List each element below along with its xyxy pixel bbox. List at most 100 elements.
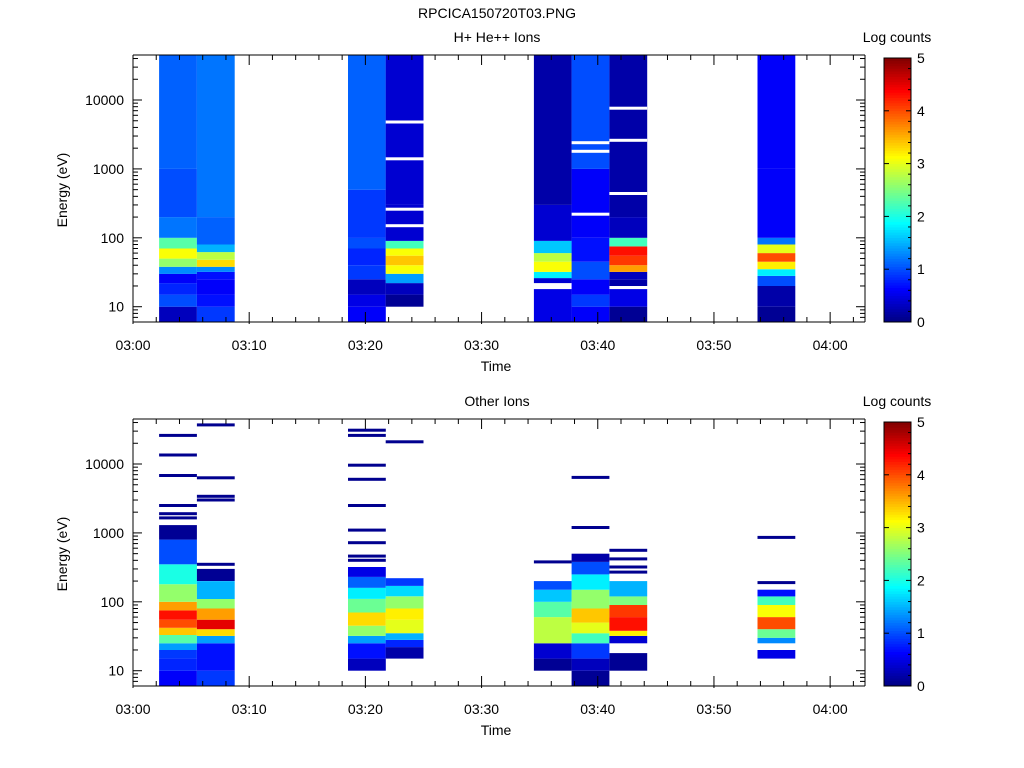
colorbar-swatch bbox=[884, 160, 911, 164]
spectrogram-cell bbox=[196, 252, 235, 260]
colorbar-swatch bbox=[884, 522, 911, 526]
colorbar-swatch bbox=[884, 633, 911, 637]
colorbar-swatch bbox=[884, 588, 911, 592]
colorbar-frame bbox=[883, 421, 912, 687]
colorbar-swatch bbox=[884, 577, 911, 581]
colorbar-swatch bbox=[884, 630, 911, 634]
colorbar-swatch bbox=[884, 638, 911, 642]
spectrogram-cell bbox=[348, 306, 386, 322]
sparse-count-line bbox=[348, 554, 386, 558]
colorbar-swatch bbox=[884, 211, 911, 215]
colorbar-swatch bbox=[884, 263, 911, 267]
colorbar-swatch bbox=[884, 538, 911, 542]
colorbar-swatch bbox=[884, 319, 911, 323]
spectrogram-cell bbox=[757, 237, 796, 245]
spectrogram-cell bbox=[159, 619, 197, 628]
spectrogram-cell bbox=[385, 241, 424, 249]
colorbar-swatch bbox=[884, 58, 911, 62]
spectrogram-cell bbox=[159, 643, 197, 650]
colorbar-swatch bbox=[884, 517, 911, 521]
colorbar-swatch bbox=[884, 277, 911, 281]
colorbar-swatch bbox=[884, 250, 911, 254]
colorbar-swatch bbox=[884, 190, 911, 194]
colorbar-swatch bbox=[884, 134, 911, 138]
sparse-count-line bbox=[348, 558, 386, 562]
colorbar-swatch bbox=[884, 306, 911, 310]
colorbar-tick-label: 5 bbox=[917, 414, 925, 430]
colorbar-tick-label: 4 bbox=[917, 467, 925, 483]
spectrogram-cell bbox=[533, 253, 572, 262]
colorbar-swatch bbox=[884, 530, 911, 534]
colorbar-swatch bbox=[884, 495, 911, 499]
colorbar-swatch bbox=[884, 279, 911, 283]
spectrogram-cell bbox=[196, 271, 235, 280]
colorbar-swatch bbox=[884, 527, 911, 531]
colorbar-swatch bbox=[884, 567, 911, 571]
colorbar-swatch bbox=[884, 147, 911, 151]
colorbar-swatch bbox=[884, 295, 911, 299]
colorbar-swatch bbox=[884, 176, 911, 180]
spectrogram-cell bbox=[159, 658, 197, 671]
spectrogram-cell bbox=[348, 612, 386, 626]
spectrogram-cell bbox=[385, 248, 424, 256]
spectrogram-cell bbox=[196, 279, 235, 295]
spectrogram-cell bbox=[609, 617, 648, 631]
colorbar-swatch bbox=[884, 656, 911, 660]
spectrogram-cell bbox=[196, 306, 235, 322]
spectrogram-cell bbox=[348, 587, 386, 599]
colorbar-swatch bbox=[884, 519, 911, 523]
colorbar-swatch bbox=[884, 514, 911, 518]
colorbar-swatch bbox=[884, 585, 911, 589]
spectrogram-cell bbox=[757, 55, 796, 169]
spectrogram-cell bbox=[757, 629, 796, 638]
colorbar-swatch bbox=[884, 287, 911, 291]
colorbar-tick-label: 3 bbox=[917, 156, 925, 172]
colorbar-swatch bbox=[884, 546, 911, 550]
spectrogram-cell bbox=[757, 269, 796, 276]
spectrogram-cell bbox=[757, 589, 796, 597]
spectrogram-cell bbox=[533, 204, 572, 241]
colorbar-swatch bbox=[884, 245, 911, 249]
spectrogram-cell bbox=[159, 168, 197, 218]
spectrogram-cell bbox=[385, 639, 424, 648]
colorbar-swatch bbox=[884, 651, 911, 655]
colorbar-swatch bbox=[884, 308, 911, 312]
x-tick-label: 03:10 bbox=[232, 701, 267, 717]
x-tick-label: 03:00 bbox=[115, 701, 150, 717]
sparse-count-line bbox=[609, 570, 648, 574]
spectrogram-cell bbox=[571, 574, 610, 590]
spectrogram-cell bbox=[609, 306, 648, 322]
colorbar-swatch bbox=[884, 234, 911, 238]
panel-title: Other Ions bbox=[464, 393, 529, 409]
spectrogram-cell bbox=[348, 237, 386, 249]
spectrogram-cell bbox=[609, 596, 648, 605]
sparse-count-line bbox=[609, 557, 648, 561]
spectrogram-cell bbox=[757, 596, 796, 605]
spectrogram-cell bbox=[385, 255, 424, 266]
y-tick-label: 1000 bbox=[93, 525, 124, 541]
spectrogram-cell bbox=[196, 619, 235, 630]
spectrogram-cell bbox=[196, 581, 235, 599]
x-tick-label: 03:10 bbox=[232, 337, 267, 353]
x-tick-label: 03:20 bbox=[348, 701, 383, 717]
colorbar-swatch bbox=[884, 292, 911, 296]
colorbar-swatch bbox=[884, 443, 911, 447]
colorbar-swatch bbox=[884, 192, 911, 196]
spectrogram-cell bbox=[757, 637, 796, 644]
sparse-count-line bbox=[196, 494, 235, 498]
spectrogram-area bbox=[159, 423, 796, 686]
colorbar-tick-label: 2 bbox=[917, 208, 925, 224]
sparse-count-line bbox=[159, 474, 197, 477]
spectrogram-cell bbox=[533, 601, 572, 618]
spectrogram-cell bbox=[196, 629, 235, 636]
sparse-count-line bbox=[159, 504, 197, 507]
spectrogram-cell bbox=[757, 605, 796, 618]
colorbar-swatch bbox=[884, 646, 911, 650]
data-gap-line bbox=[385, 157, 424, 161]
sparse-count-line bbox=[159, 512, 197, 516]
colorbar-swatch bbox=[884, 543, 911, 547]
colorbar-tick-label: 1 bbox=[917, 261, 925, 277]
colorbar-swatch bbox=[884, 509, 911, 513]
colorbar-swatch bbox=[884, 620, 911, 624]
